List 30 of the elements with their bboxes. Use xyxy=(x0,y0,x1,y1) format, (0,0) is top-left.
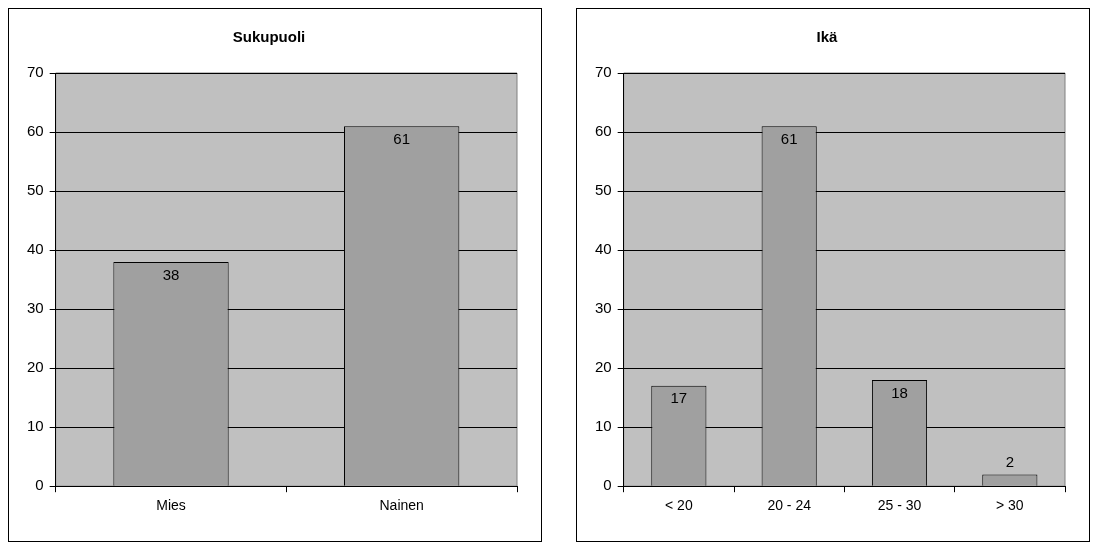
y-tick-label: 0 xyxy=(603,476,612,494)
data-label: 2 xyxy=(1005,453,1015,471)
y-tick-label: 60 xyxy=(595,122,612,140)
y-tick-label: 30 xyxy=(595,299,612,317)
data-label: 17 xyxy=(670,389,688,407)
x-tick-label: 25 - 30 xyxy=(877,497,922,514)
y-tick-label: 60 xyxy=(27,122,44,140)
y-tick-label: 50 xyxy=(27,181,44,199)
chart-title: Sukupuoli xyxy=(232,28,306,46)
y-tick-label: 70 xyxy=(595,63,612,81)
x-tick-label: < 20 xyxy=(665,497,693,514)
y-tick-label: 40 xyxy=(27,240,44,258)
chart-title: Ikä xyxy=(816,28,839,46)
y-tick-label: 0 xyxy=(35,476,44,494)
y-tick-label: 40 xyxy=(595,240,612,258)
y-tick-label: 20 xyxy=(595,358,612,376)
y-tick-label: 30 xyxy=(27,299,44,317)
y-tick-label: 70 xyxy=(27,63,44,81)
x-tick-label: 20 - 24 xyxy=(767,497,812,514)
x-tick-label: Nainen xyxy=(379,497,424,514)
y-tick-label: 20 xyxy=(27,358,44,376)
data-label: 61 xyxy=(780,129,798,147)
data-label: 18 xyxy=(891,383,908,401)
y-tick-label: 10 xyxy=(595,417,612,435)
y-tick-label: 10 xyxy=(27,417,44,435)
data-label: 38 xyxy=(162,265,180,283)
x-tick-label: Mies xyxy=(156,497,186,514)
data-label: 61 xyxy=(393,129,411,147)
y-tick-label: 50 xyxy=(595,181,612,199)
x-tick-label: > 30 xyxy=(996,497,1024,514)
